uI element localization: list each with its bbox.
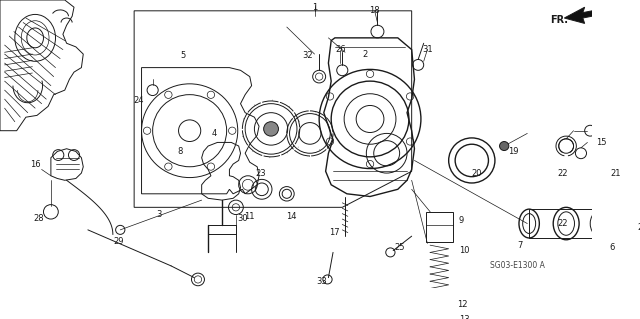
Text: 17: 17 [330, 228, 340, 237]
Text: 20: 20 [471, 168, 482, 178]
Circle shape [264, 122, 278, 136]
Text: 11: 11 [244, 212, 255, 221]
Text: 13: 13 [459, 315, 470, 319]
Text: 4: 4 [212, 129, 217, 138]
Text: 25: 25 [394, 243, 405, 252]
Text: 9: 9 [458, 216, 463, 225]
Text: 16: 16 [30, 160, 40, 168]
Text: 5: 5 [180, 51, 186, 60]
Text: 6: 6 [610, 243, 615, 252]
Text: FR.: FR. [550, 15, 568, 25]
Polygon shape [564, 7, 602, 23]
Text: 12: 12 [458, 300, 468, 309]
Text: 28: 28 [33, 214, 44, 223]
Text: 21: 21 [610, 168, 620, 178]
Text: 32: 32 [302, 51, 312, 60]
Text: 24: 24 [134, 96, 144, 106]
Text: 31: 31 [422, 45, 433, 54]
Text: 18: 18 [369, 6, 380, 15]
Text: 3: 3 [156, 210, 162, 219]
Text: 22: 22 [557, 219, 568, 228]
Text: 14: 14 [286, 212, 297, 221]
Text: SG03-E1300 A: SG03-E1300 A [490, 261, 545, 271]
Text: 1: 1 [312, 3, 317, 12]
Text: 15: 15 [596, 138, 607, 147]
Text: 26: 26 [335, 45, 346, 54]
Text: 30: 30 [237, 214, 248, 223]
Text: 10: 10 [459, 246, 470, 255]
Text: 27: 27 [637, 223, 640, 232]
Text: 23: 23 [255, 168, 266, 178]
Text: 7: 7 [517, 241, 523, 250]
Text: 29: 29 [113, 237, 124, 246]
Text: 22: 22 [557, 168, 568, 178]
Text: 19: 19 [508, 147, 518, 156]
Text: 8: 8 [178, 147, 183, 156]
Text: 33: 33 [317, 277, 327, 286]
Circle shape [500, 142, 509, 151]
Text: 2: 2 [363, 49, 368, 59]
